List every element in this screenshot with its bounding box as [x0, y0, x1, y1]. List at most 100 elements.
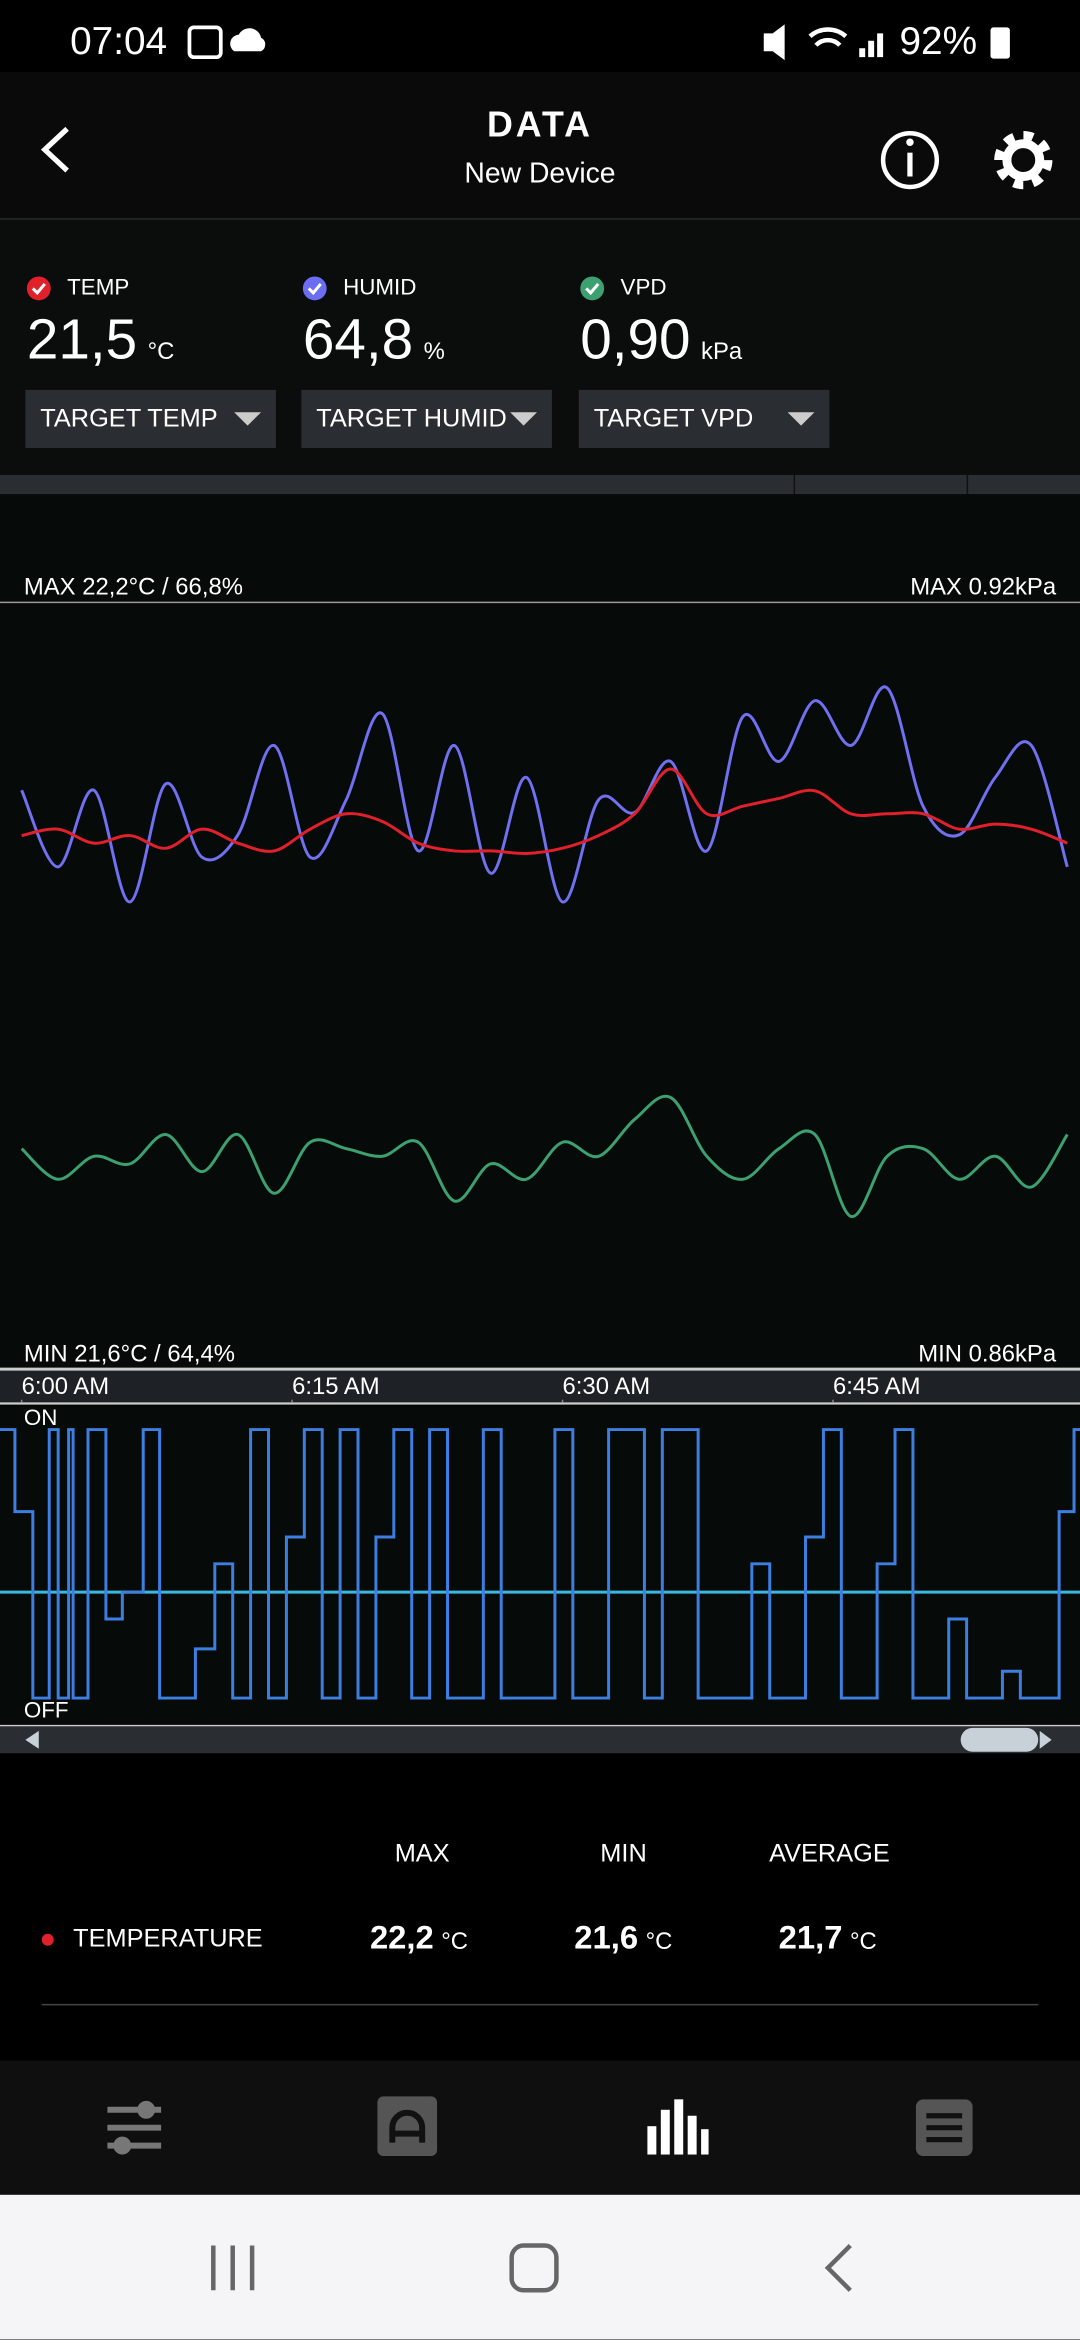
min-label: MIN 21,6°C / 64,4% [24, 1340, 235, 1367]
relay-area [0, 1405, 1080, 1727]
min-label-right: MIN 0.86kPa [918, 1340, 1057, 1367]
dropdown-label: TARGET TEMP [40, 404, 217, 432]
signal-icon [859, 33, 884, 58]
auto-box [377, 2096, 438, 2157]
settings-button[interactable] [994, 131, 1053, 190]
dropdown-box [301, 389, 552, 449]
max-label-right: MAX 0.92kPa [910, 574, 1057, 601]
series-line [20, 1094, 1069, 1218]
readings: TEMP 21,5 °C TARGET TEMP HUMID 64,8 % TARGET HU… [25, 274, 830, 449]
scroll-right[interactable] [1039, 1730, 1052, 1749]
range-bar [0, 474, 1080, 495]
nav-bar [647, 2126, 657, 2155]
slider-knob [113, 2136, 132, 2155]
auto-glyph [389, 2109, 426, 2143]
x-tick-label: 6:00 AM [22, 1373, 110, 1400]
app-bar [0, 72, 1080, 219]
target-dropdown[interactable]: TARGET HUMID [301, 389, 552, 449]
info-button[interactable] [880, 131, 940, 190]
series-line [21, 767, 1068, 855]
status-check [302, 276, 327, 301]
slider-knob [137, 2100, 156, 2119]
off-label: OFF [24, 1697, 69, 1722]
mute-icon [763, 24, 785, 61]
stat-unit: °C [850, 1928, 877, 1955]
battery-icon [990, 27, 1010, 59]
reading-unit: kPa [701, 338, 743, 365]
nav-bar [674, 2099, 684, 2155]
column-header: MIN [600, 1839, 646, 1867]
nav-auto[interactable] [377, 2096, 438, 2157]
stat-unit: °C [441, 1928, 468, 1955]
stat-value: 21,7 [779, 1918, 843, 1955]
column-header: AVERAGE [769, 1839, 890, 1867]
stat-unit: °C [646, 1928, 673, 1955]
gallery-icon [187, 25, 223, 60]
dropdown-label: TARGET HUMID [316, 404, 507, 432]
nav-bar [687, 2115, 697, 2155]
row-dot [41, 1933, 54, 1946]
check-mark [585, 282, 600, 296]
reading-value: 21,5 [27, 309, 137, 372]
on-label: ON [24, 1405, 58, 1430]
back-button[interactable] [40, 126, 69, 173]
reading-value: 0,90 [580, 309, 690, 372]
column-header: MAX [395, 1839, 450, 1867]
target-dropdown[interactable]: TARGET VPD [578, 389, 830, 449]
dropdown-arrow [234, 412, 262, 426]
target-dropdown[interactable]: TARGET TEMP [25, 389, 276, 449]
dropdown-box [25, 389, 276, 449]
x-tick-label: 6:45 AM [833, 1373, 921, 1400]
info-ring [880, 131, 940, 190]
stat-value: 21,6 [574, 1918, 638, 1955]
stat-value: 22,2 [370, 1918, 434, 1955]
check-mark [307, 282, 322, 296]
max-label: MAX 22,2°C / 66,8% [24, 574, 243, 601]
battery-level: 92% [900, 20, 978, 63]
home-button[interactable] [509, 2243, 559, 2293]
back-nav-button[interactable] [824, 2243, 852, 2292]
time-axis [0, 1369, 1080, 1403]
dropdown-arrow [510, 412, 538, 426]
status-check [26, 276, 51, 301]
dropdown-box [578, 389, 830, 449]
x-tick-label: 6:15 AM [292, 1373, 380, 1400]
check-mark [31, 282, 46, 296]
recents-button[interactable] [211, 2245, 255, 2291]
screen-title: DATA [487, 105, 593, 145]
chart-area [0, 494, 1080, 1370]
scroll-left[interactable] [25, 1730, 39, 1749]
scroll-thumb[interactable] [960, 1727, 1039, 1752]
series-line [20, 685, 1069, 904]
info-dot [906, 138, 914, 146]
dropdown-label: TARGET VPD [594, 404, 754, 432]
nav-log[interactable] [915, 2099, 973, 2157]
gear-teeth [994, 131, 1053, 190]
x-tick-label: 6:30 AM [563, 1373, 651, 1400]
nav-bar [701, 2129, 709, 2155]
nav-data[interactable] [647, 2099, 709, 2155]
status-time: 07:04 [70, 20, 167, 63]
bottom-nav [0, 2060, 1080, 2195]
status-check [580, 276, 605, 301]
reading-unit: % [424, 338, 445, 365]
stats-table: MAX MIN AVERAGE TEMPERATURE 22,2 °C 21,6 °C 21,7… [41, 1839, 890, 1955]
wifi-icon [808, 27, 848, 47]
gear-body [1002, 139, 1045, 181]
log-lines [926, 2113, 963, 2143]
reading-unit: °C [148, 338, 175, 365]
row-name: TEMPERATURE [73, 1924, 263, 1952]
reading-label: HUMID [343, 274, 416, 299]
nav-bar [660, 2109, 670, 2155]
reading-label: TEMP [67, 274, 129, 299]
reading-label: VPD [621, 274, 667, 299]
relay-trace [0, 1428, 1080, 1700]
dropdown-arrow [787, 412, 815, 426]
scrollbar[interactable] [0, 1726, 1080, 1754]
device-name: New Device [464, 158, 615, 190]
chart-lines [20, 685, 1069, 1218]
nav-controls[interactable] [107, 2100, 162, 2155]
system-nav [0, 2194, 1080, 2340]
